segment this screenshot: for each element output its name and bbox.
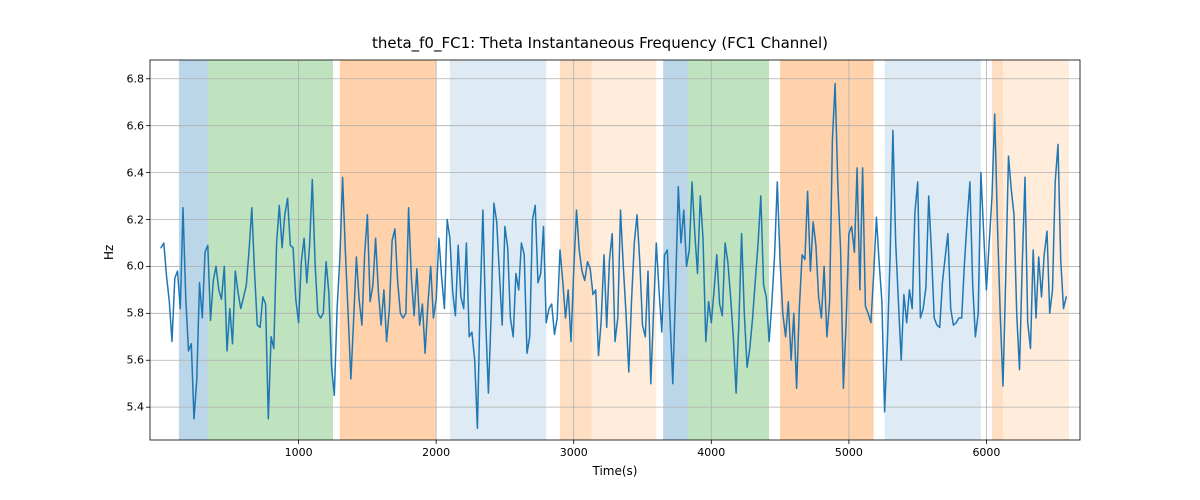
- y-tick-label: 6.8: [116, 72, 144, 85]
- shaded-band: [592, 60, 657, 440]
- y-tick-label: 5.4: [116, 401, 144, 414]
- y-tick-label: 5.8: [116, 307, 144, 320]
- x-tick-label: 1000: [285, 446, 313, 459]
- shaded-band: [340, 60, 436, 440]
- y-tick-label: 5.6: [116, 354, 144, 367]
- shaded-band: [1003, 60, 1069, 440]
- y-tick-label: 6.6: [116, 119, 144, 132]
- shaded-regions: [179, 60, 1069, 440]
- x-tick-label: 6000: [972, 446, 1000, 459]
- y-tick-label: 6.0: [116, 260, 144, 273]
- x-tick-label: 4000: [697, 446, 725, 459]
- x-tick-label: 2000: [422, 446, 450, 459]
- x-tick-label: 5000: [835, 446, 863, 459]
- y-tick-label: 6.2: [116, 213, 144, 226]
- shaded-band: [885, 60, 981, 440]
- shaded-band: [992, 60, 1003, 440]
- figure: theta_f0_FC1: Theta Instantaneous Freque…: [0, 0, 1200, 500]
- y-tick-label: 6.4: [116, 166, 144, 179]
- x-tick-label: 3000: [560, 446, 588, 459]
- chart-svg: [0, 0, 1200, 500]
- shaded-band: [560, 60, 592, 440]
